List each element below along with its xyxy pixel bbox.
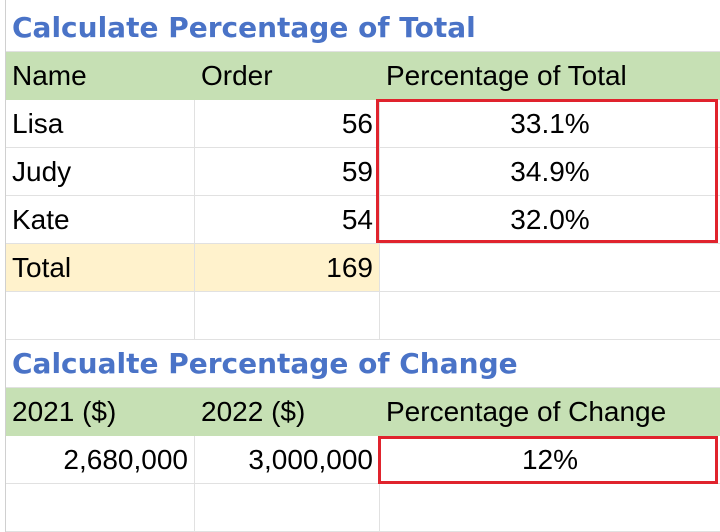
header-percentage-of-change[interactable]: Percentage of Change	[380, 388, 720, 435]
empty-cell[interactable]	[6, 292, 195, 339]
section2-header-row: 2021 ($) 2022 ($) Percentage of Change	[6, 388, 720, 436]
table-row: Lisa 56 33.1%	[6, 100, 720, 148]
sheet-left-edge	[0, 0, 6, 532]
empty-cell[interactable]	[6, 484, 195, 531]
cell-name[interactable]: Judy	[6, 148, 195, 195]
total-row: Total 169	[6, 244, 720, 292]
cell-percentage[interactable]: 32.0%	[510, 203, 590, 235]
cell-percentage[interactable]: 33.1%	[510, 107, 590, 139]
cell-percentage-change[interactable]: 12%	[521, 443, 579, 475]
cell-name[interactable]: Kate	[6, 196, 195, 243]
cell-order[interactable]: 54	[195, 196, 380, 243]
section1-header-row: Name Order Percentage of Total	[6, 52, 720, 100]
section1-title[interactable]: Calculate Percentage of Total	[12, 11, 476, 44]
section1-title-row: Calculate Percentage of Total	[6, 4, 720, 52]
empty-cell[interactable]	[380, 244, 720, 291]
cell-2022[interactable]: 3,000,000	[195, 436, 380, 483]
table-row: Judy 59 34.9%	[6, 148, 720, 196]
header-order[interactable]: Order	[195, 52, 380, 99]
total-label[interactable]: Total	[6, 244, 195, 291]
cell-order[interactable]: 59	[195, 148, 380, 195]
table-row: Kate 54 32.0%	[6, 196, 720, 244]
empty-cell[interactable]	[195, 484, 380, 531]
header-name[interactable]: Name	[6, 52, 195, 99]
cell-2021[interactable]: 2,680,000	[6, 436, 195, 483]
empty-cell[interactable]	[195, 292, 380, 339]
section2-title-row: Calcualte Percentage of Change	[6, 340, 720, 388]
empty-row	[6, 484, 720, 532]
empty-cell[interactable]	[380, 292, 720, 339]
table-row: 2,680,000 3,000,000 12%	[6, 436, 720, 484]
empty-cell[interactable]	[380, 484, 720, 531]
empty-row	[6, 292, 720, 340]
header-2022[interactable]: 2022 ($)	[195, 388, 380, 435]
header-percentage-of-total[interactable]: Percentage of Total	[380, 52, 720, 99]
section2-title[interactable]: Calcualte Percentage of Change	[12, 347, 518, 380]
cell-order[interactable]: 56	[195, 100, 380, 147]
total-value[interactable]: 169	[195, 244, 380, 291]
cell-name[interactable]: Lisa	[6, 100, 195, 147]
header-2021[interactable]: 2021 ($)	[6, 388, 195, 435]
cell-percentage[interactable]: 34.9%	[510, 155, 590, 187]
